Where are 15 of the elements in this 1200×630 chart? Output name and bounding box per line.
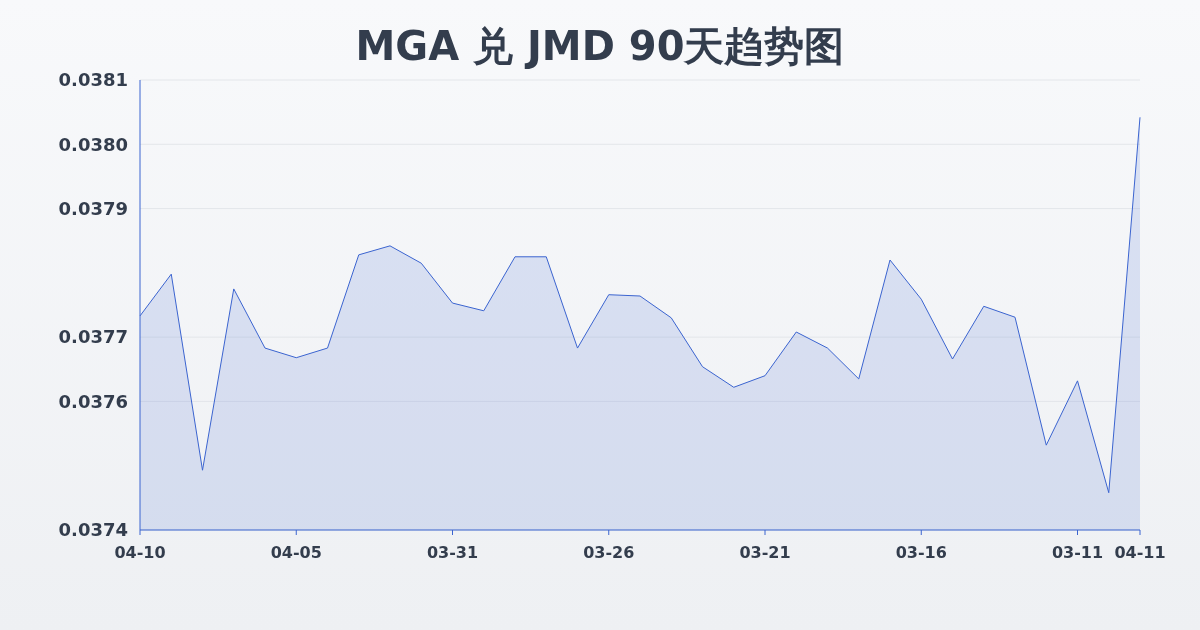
y-tick-label: 0.0374 xyxy=(58,519,128,541)
y-tick-label: 0.0377 xyxy=(58,326,128,348)
y-tick-label: 0.0381 xyxy=(58,69,128,91)
x-tick-label: 04-10 xyxy=(114,543,166,562)
x-tick-label: 03-21 xyxy=(739,543,791,562)
x-tick-label: 03-26 xyxy=(583,543,635,562)
x-tick-label: 04-11 xyxy=(1114,543,1166,562)
x-tick-label: 03-16 xyxy=(895,543,947,562)
y-tick-label: 0.0379 xyxy=(58,197,128,219)
x-tick-label: 04-05 xyxy=(270,543,322,562)
y-tick-label: 0.0380 xyxy=(58,133,128,155)
x-tick-label: 03-11 xyxy=(1051,543,1104,562)
chart-title: MGA 兑 JMD 90天趋势图 xyxy=(355,23,845,69)
y-tick-label: 0.0376 xyxy=(58,390,128,412)
x-tick-label: 03-31 xyxy=(426,543,479,562)
